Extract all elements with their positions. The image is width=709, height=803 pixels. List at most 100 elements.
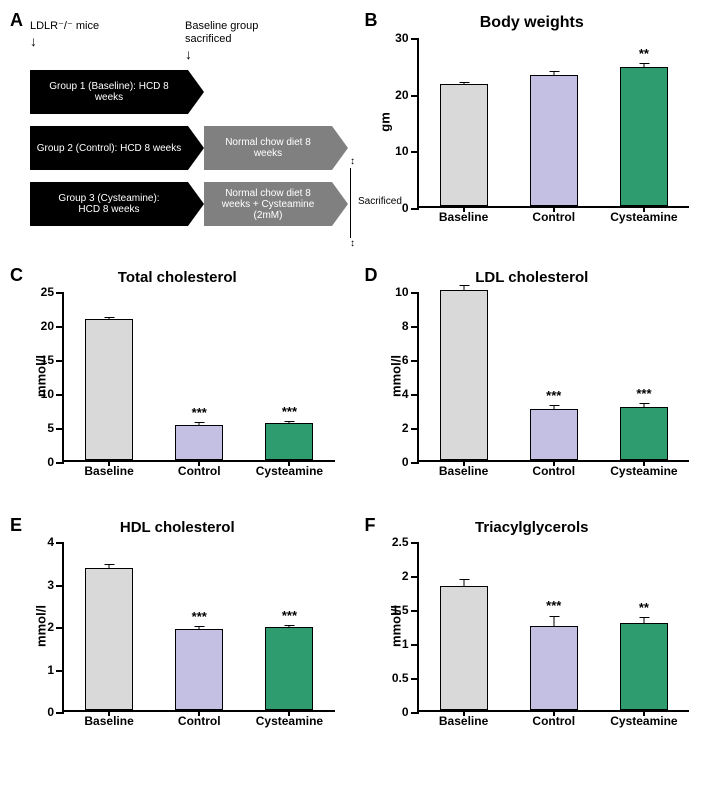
panel-label-D: D	[365, 265, 378, 286]
group-grey-arrow: Normal chow diet 8weeks + Cysteamine(2mM…	[204, 182, 332, 226]
y-tick-label: 3	[30, 578, 54, 592]
bar	[440, 290, 488, 460]
significance-marker: **	[639, 600, 649, 615]
panel-D: D LDL cholesterol mmol/l0246810Baseline*…	[365, 265, 700, 490]
y-tick-label: 4	[385, 387, 409, 401]
y-tick-label: 0.5	[385, 671, 409, 685]
y-tick	[411, 678, 419, 680]
y-tick-label: 6	[385, 353, 409, 367]
bar	[620, 623, 668, 710]
y-tick	[56, 394, 64, 396]
x-axis-label: Cysteamine	[256, 714, 323, 728]
significance-marker: ***	[282, 404, 297, 419]
x-axis-label: Cysteamine	[610, 714, 677, 728]
chart-F: mmol/l00.511.522.5Baseline***Control**Cy…	[365, 542, 700, 712]
bar	[85, 568, 133, 710]
y-tick	[56, 627, 64, 629]
bar	[265, 423, 313, 460]
panel-A-top-annotations: LDLR⁻/⁻ mice ↓ Baseline groupsacrificed …	[30, 20, 345, 70]
bar	[85, 319, 133, 460]
panel-C: C Total cholesterol mmol/l0510152025Base…	[10, 265, 345, 490]
y-tick	[56, 462, 64, 464]
bars-container: Baseline***Control***Cysteamine	[419, 292, 690, 460]
panel-A: A LDLR⁻/⁻ mice ↓ Baseline groupsacrifice…	[10, 10, 345, 240]
group-black-arrow: Group 1 (Baseline): HCD 8 weeks	[30, 70, 188, 114]
bar	[530, 409, 578, 460]
chart-title-E: HDL cholesterol	[10, 519, 345, 536]
bar	[620, 67, 668, 206]
y-tick-label: 5	[30, 421, 54, 435]
significance-marker: ***	[546, 598, 561, 613]
y-tick-label: 0	[30, 705, 54, 719]
bar-group: **Cysteamine	[599, 623, 689, 710]
bar-group: ***Cysteamine	[244, 627, 334, 710]
significance-marker: ***	[636, 386, 651, 401]
x-axis-label: Cysteamine	[610, 210, 677, 224]
bar	[175, 629, 223, 710]
x-axis-label: Control	[532, 714, 575, 728]
bar	[530, 626, 578, 710]
x-axis-label: Baseline	[439, 210, 488, 224]
group-black-arrow: Group 3 (Cysteamine):HCD 8 weeks	[30, 182, 188, 226]
panel-B: B Body weights gm0102030BaselineControl*…	[365, 10, 700, 240]
y-tick	[411, 326, 419, 328]
bar-group: Baseline	[419, 586, 509, 710]
panel-F: F Triacylglycerols mmol/l00.511.522.5Bas…	[365, 515, 700, 740]
y-tick-label: 20	[385, 88, 409, 102]
bar	[440, 84, 488, 206]
x-axis-label: Control	[178, 464, 221, 478]
chart-E: mmol/l01234Baseline***Control***Cysteami…	[10, 542, 345, 712]
y-tick	[56, 542, 64, 544]
arrow-down-icon: ↓	[30, 33, 37, 49]
bar-group: ***Cysteamine	[244, 423, 334, 460]
bar-group: ***Control	[154, 629, 244, 710]
y-tick	[411, 394, 419, 396]
bar-group: ***Control	[154, 425, 244, 460]
y-tick-label: 0	[385, 705, 409, 719]
y-tick	[411, 712, 419, 714]
bar-group: ***Cysteamine	[599, 407, 689, 460]
significance-marker: ***	[546, 388, 561, 403]
bars-container: Baseline***Control***Cysteamine	[64, 542, 335, 710]
x-axis-label: Baseline	[439, 464, 488, 478]
chart-area: mmol/l00.511.522.5Baseline***Control**Cy…	[417, 542, 690, 712]
y-tick	[56, 585, 64, 587]
x-axis-label: Cysteamine	[610, 464, 677, 478]
bar	[440, 586, 488, 710]
x-axis-label: Baseline	[84, 464, 133, 478]
bar-group: ***Control	[509, 626, 599, 710]
y-tick	[411, 462, 419, 464]
y-tick	[411, 428, 419, 430]
y-tick	[411, 38, 419, 40]
group-black-arrow: Group 2 (Control): HCD 8 weeks	[30, 126, 188, 170]
chart-title-F: Triacylglycerols	[365, 519, 700, 536]
x-axis-label: Control	[532, 464, 575, 478]
error-bar	[553, 616, 554, 626]
chart-title-D: LDL cholesterol	[365, 269, 700, 286]
x-axis-label: Baseline	[84, 714, 133, 728]
group-grey-arrow: Normal chow diet 8weeks	[204, 126, 332, 170]
y-tick-label: 4	[30, 535, 54, 549]
significance-marker: **	[639, 46, 649, 61]
panel-label-E: E	[10, 515, 22, 536]
chart-B: gm0102030BaselineControl**Cysteamine	[365, 38, 700, 208]
significance-marker: ***	[282, 608, 297, 623]
y-tick-label: 1.5	[385, 603, 409, 617]
bar-group: Baseline	[64, 568, 154, 710]
y-tick-label: 0	[385, 455, 409, 469]
y-tick	[411, 576, 419, 578]
y-tick-label: 1	[30, 663, 54, 677]
y-tick	[411, 208, 419, 210]
error-bar	[463, 579, 464, 586]
y-tick	[56, 292, 64, 294]
chart-D: mmol/l0246810Baseline***Control***Cystea…	[365, 292, 700, 462]
chart-title-C: Total cholesterol	[10, 269, 345, 286]
x-axis-label: Control	[532, 210, 575, 224]
y-tick-label: 0	[30, 455, 54, 469]
y-tick	[56, 360, 64, 362]
y-tick-label: 0	[385, 201, 409, 215]
panel-E: E HDL cholesterol mmol/l01234Baseline***…	[10, 515, 345, 740]
significance-marker: ***	[192, 405, 207, 420]
arrow-down-icon: ↓	[185, 46, 192, 62]
bar	[530, 75, 578, 206]
